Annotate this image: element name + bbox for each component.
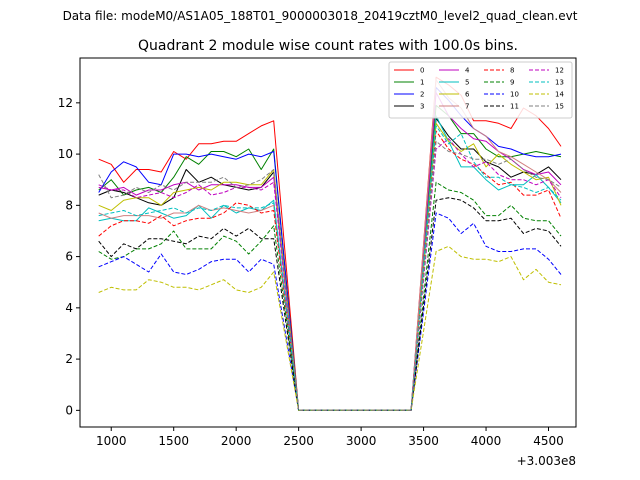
series-line-15 <box>98 140 562 411</box>
x-tick-label: 4000 <box>471 434 502 448</box>
chart-suptitle: Data file: modeM0/AS1A05_188T01_90000030… <box>63 9 578 23</box>
y-tick-label: 6 <box>65 250 73 264</box>
y-tick-label: 4 <box>65 301 73 315</box>
series-line-8 <box>98 130 562 411</box>
legend-label-1: 1 <box>420 79 424 87</box>
y-axis: 0 2 4 6 8 10 12 <box>58 96 80 417</box>
y-tick-label: 8 <box>65 198 73 212</box>
x-offset-label: +3.003e8 <box>517 454 576 468</box>
legend-label-11: 11 <box>510 103 519 111</box>
legend-label-4: 4 <box>465 67 470 75</box>
x-tick-label: 1500 <box>158 434 189 448</box>
legend-label-14: 14 <box>555 91 564 99</box>
series-line-0 <box>98 76 562 411</box>
legend-label-8: 8 <box>510 67 514 75</box>
legend-label-9: 9 <box>510 79 514 87</box>
legend-label-13: 13 <box>555 79 564 87</box>
series-line-14 <box>98 245 562 411</box>
y-tick-label: 0 <box>65 403 73 417</box>
series-line-12 <box>98 138 562 411</box>
series-line-7 <box>98 79 562 411</box>
series-line-10 <box>98 212 562 411</box>
legend-label-7: 7 <box>465 103 469 111</box>
legend-box <box>388 61 573 119</box>
y-tick-label: 2 <box>65 352 73 366</box>
series-layer <box>98 76 562 411</box>
series-line-11 <box>98 197 562 411</box>
y-tick-label: 12 <box>58 96 73 110</box>
series-line-1 <box>98 104 562 411</box>
x-tick-label: 3000 <box>346 434 377 448</box>
x-tick-label: 3500 <box>408 434 439 448</box>
y-tick-label: 10 <box>58 147 73 161</box>
x-axis: 1000 1500 2000 2500 3000 3500 4000 4500 <box>96 427 564 448</box>
x-tick-label: 4500 <box>533 434 564 448</box>
x-tick-label: 1000 <box>96 434 127 448</box>
series-line-9 <box>98 181 562 411</box>
x-tick-label: 2000 <box>221 434 252 448</box>
legend-label-2: 2 <box>420 91 424 99</box>
legend-label-15: 15 <box>555 103 564 111</box>
legend-label-10: 10 <box>510 91 519 99</box>
legend-label-3: 3 <box>420 103 424 111</box>
chart-title: Quadrant 2 module wise count rates with … <box>138 38 518 54</box>
legend-label-12: 12 <box>555 67 564 75</box>
series-line-6 <box>98 122 562 411</box>
legend-label-0: 0 <box>420 67 424 75</box>
plot-frame <box>79 57 577 428</box>
x-tick-label: 2500 <box>283 434 314 448</box>
legend-label-6: 6 <box>465 91 470 99</box>
legend-label-5: 5 <box>465 79 469 87</box>
